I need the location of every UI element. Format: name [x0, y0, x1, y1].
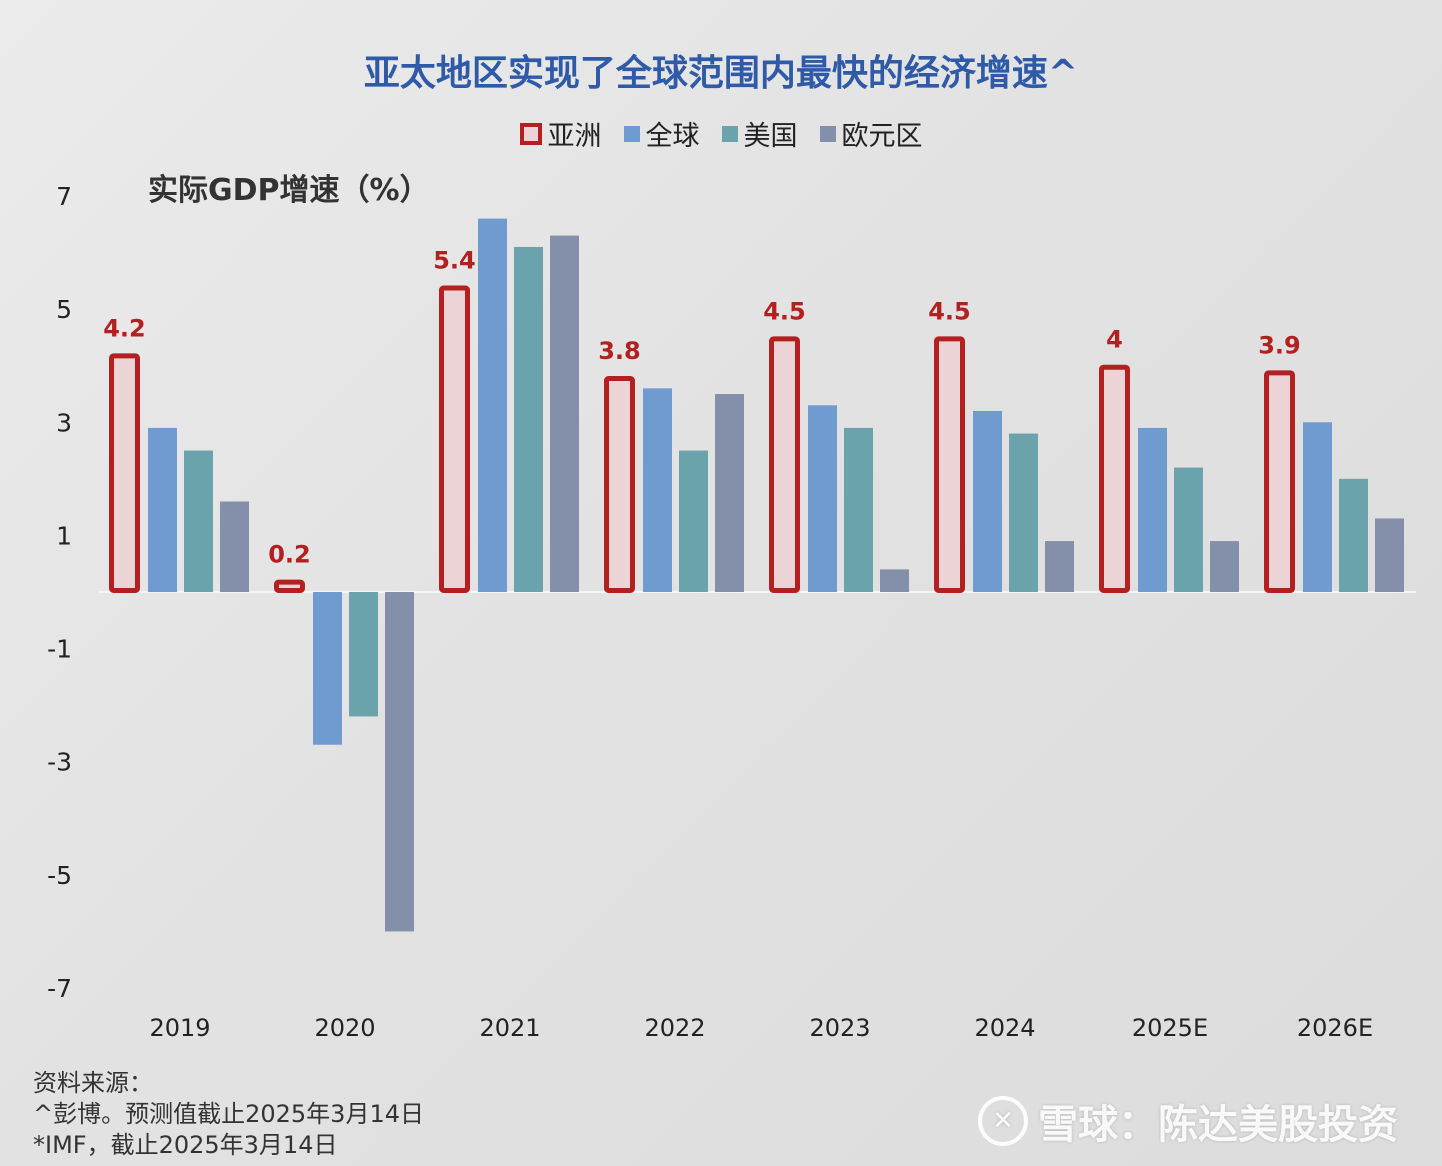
legend-item-全球: 全球 [623, 114, 700, 153]
data-label-2019: 4.2 [103, 314, 146, 342]
x-tick-label: 2024 [974, 1014, 1035, 1042]
data-label-2023: 4.5 [763, 297, 806, 325]
xueqiu-logo-icon: ✕ [978, 1096, 1028, 1146]
legend-swatch-icon [623, 125, 640, 142]
legend-swatch-icon [819, 125, 836, 142]
bar-全球-2021 [478, 218, 507, 592]
x-tick-label: 2020 [314, 1014, 375, 1042]
bar-欧元区-2022 [715, 394, 744, 592]
y-tick-label: -1 [47, 635, 72, 664]
source-heading: 资料来源： [33, 1069, 153, 1097]
chart-title: 亚太地区实现了全球范围内最快的经济增速^ [363, 53, 1079, 94]
y-tick-label: 5 [56, 295, 72, 324]
bar-欧元区-2025E [1210, 541, 1239, 592]
legend-swatch-icon [519, 122, 542, 145]
bar-亚洲-2024 [934, 336, 965, 593]
data-label-2021: 5.4 [433, 247, 476, 275]
source-line-1: ^彭博。预测值截止2025年3月14日 [33, 1100, 424, 1128]
legend-item-欧元区: 欧元区 [819, 114, 923, 153]
watermark: ✕ 雪球：陈达美股投资 [978, 1092, 1398, 1150]
data-label-2024: 4.5 [928, 297, 971, 325]
bar-美国-2021 [514, 246, 543, 592]
y-tick-label: 1 [56, 521, 72, 550]
bar-全球-2020 [313, 592, 342, 745]
bar-美国-2026E [1339, 478, 1368, 592]
legend-label: 欧元区 [841, 121, 923, 152]
x-tick-label: 2019 [149, 1014, 210, 1042]
source-line-2: *IMF，截止2025年3月14日 [33, 1131, 338, 1159]
y-tick-label: -7 [47, 974, 72, 1003]
bar-美国-2022 [679, 450, 708, 592]
data-label-2022: 3.8 [598, 337, 641, 365]
data-label-2026E: 3.9 [1258, 331, 1301, 359]
x-tick-label: 2025E [1132, 1014, 1208, 1042]
bar-美国-2025E [1174, 467, 1203, 592]
legend-label: 全球 [645, 121, 700, 152]
bar-全球-2026E [1303, 422, 1332, 592]
bar-亚洲-2019 [109, 353, 140, 593]
y-tick-label: 7 [56, 182, 72, 211]
y-tick-label: 3 [56, 408, 72, 437]
y-tick-label: -5 [47, 861, 72, 890]
legend-item-美国: 美国 [721, 114, 798, 153]
bar-美国-2023 [844, 427, 873, 592]
data-label-2025E: 4 [1106, 326, 1123, 354]
watermark-text: 雪球：陈达美股投资 [1038, 1102, 1398, 1148]
source-note: 资料来源： ^彭博。预测值截止2025年3月14日 *IMF，截止2025年3月… [33, 1068, 424, 1161]
bar-亚洲-2025E [1099, 364, 1130, 594]
bar-全球-2024 [973, 410, 1002, 592]
y-tick-label: -3 [47, 748, 72, 777]
bar-亚洲-2026E [1264, 370, 1295, 593]
bar-欧元区-2021 [550, 235, 579, 592]
bar-亚洲-2022 [604, 376, 635, 593]
x-tick-label: 2023 [809, 1014, 870, 1042]
bar-亚洲-2021 [439, 285, 470, 593]
bar-美国-2019 [184, 450, 213, 592]
bar-欧元区-2019 [220, 501, 249, 592]
legend-swatch-icon [721, 125, 738, 142]
x-tick-label: 2026E [1297, 1014, 1373, 1042]
bar-全球-2019 [148, 427, 177, 592]
bar-欧元区-2024 [1045, 541, 1074, 592]
x-tick-label: 2021 [479, 1014, 540, 1042]
bar-欧元区-2023 [880, 569, 909, 592]
x-tick-label: 2022 [644, 1014, 705, 1042]
bar-欧元区-2020 [385, 592, 414, 932]
bar-美国-2024 [1009, 433, 1038, 592]
bar-美国-2020 [349, 592, 378, 717]
legend-label: 亚洲 [547, 121, 602, 152]
bar-全球-2022 [643, 388, 672, 592]
data-label-2020: 0.2 [268, 541, 311, 569]
chart-legend: 亚洲 全球 美国 欧元区 [0, 114, 1442, 153]
legend-item-亚洲: 亚洲 [519, 114, 602, 153]
bar-亚洲-2020 [274, 579, 305, 594]
bar-全球-2023 [808, 405, 837, 592]
bar-亚洲-2023 [769, 336, 800, 593]
legend-label: 美国 [743, 121, 798, 152]
bar-全球-2025E [1138, 427, 1167, 592]
chart-plot: 实际GDP增速（%） 7 5 3 1 -1 -3 -5 -7 4.2 2019 0.2 2020 5.4 2… [47, 173, 1404, 1042]
y-axis-label: 实际GDP增速（%） [148, 173, 430, 208]
bar-欧元区-2026E [1375, 518, 1404, 592]
